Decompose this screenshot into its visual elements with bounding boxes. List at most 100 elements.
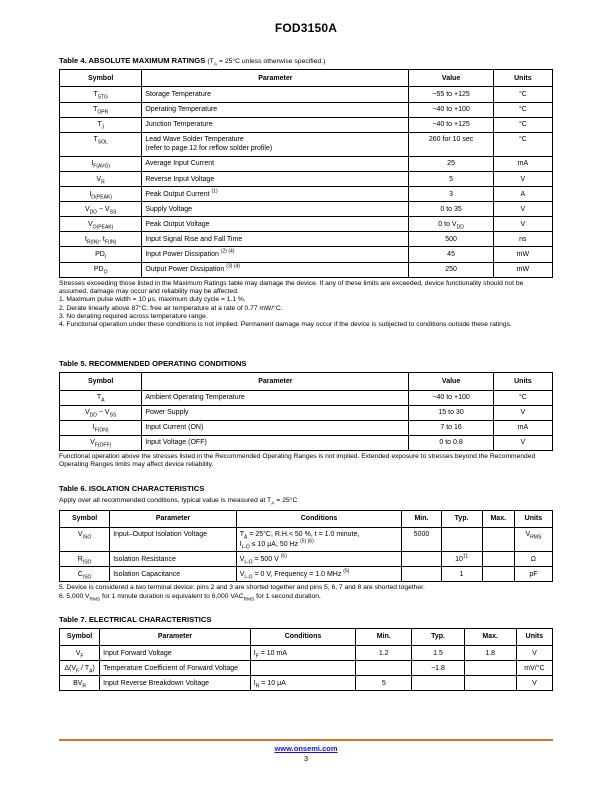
cell-value: 7 to 16 bbox=[408, 419, 494, 436]
cell-symbol: IO(PEAK) bbox=[58, 186, 143, 203]
cell-min: 1.2 bbox=[355, 645, 413, 662]
cell-value: 250 bbox=[408, 261, 494, 278]
column-header-min: Min. bbox=[355, 627, 413, 647]
table6-caption: Table 6. ISOLATION CHARACTERISTICS bbox=[59, 483, 205, 493]
cell-parameter: Output Power Dissipation (3) (4) bbox=[141, 261, 410, 278]
cell-units: °C bbox=[492, 389, 554, 406]
table4-caption-condition: (TA = 25°C unless otherwise specified.) bbox=[207, 58, 326, 68]
cell-symbol: PDO bbox=[58, 261, 143, 278]
table4-absolute-maximum-ratings: Symbol Parameter Value Units TSTG Storage… bbox=[58, 69, 554, 278]
column-header-conditions: Conditions bbox=[235, 509, 403, 528]
cell-units: pF bbox=[513, 566, 554, 583]
cell-parameter: Input Signal Rise and Fall Time bbox=[141, 231, 410, 248]
cell-parameter: Junction Temperature bbox=[141, 116, 410, 133]
cell-conditions bbox=[249, 660, 357, 677]
section-electrical-characteristics: Table 7. ELECTRICAL CHARACTERISTICS Symb… bbox=[58, 615, 554, 692]
table-row: TSOL Lead Wave Solder Temperature (refer t… bbox=[58, 131, 554, 157]
table-row: TOPR Operating Temperature −40 to +100 °C bbox=[58, 101, 554, 118]
cell-symbol: VO(PEAK) bbox=[58, 216, 143, 233]
cell-max bbox=[481, 566, 515, 583]
cell-symbol: BVR bbox=[58, 675, 101, 692]
cell-max bbox=[481, 551, 515, 568]
column-header-parameter: Parameter bbox=[99, 627, 251, 647]
footnote-4: 4. Functional operation under these cond… bbox=[59, 321, 512, 329]
table-row: BVR Input Reverse Breakdown Voltage IR = 1… bbox=[58, 675, 554, 692]
table-row: VF(OFF) Input Voltage (OFF) 0 to 0.8 V bbox=[58, 434, 554, 451]
table-row: VO(PEAK) Peak Output Voltage 0 to VDD V bbox=[58, 216, 554, 233]
cell-units: V bbox=[492, 216, 554, 233]
cell-value: 0 to VDD bbox=[408, 216, 494, 233]
column-header-conditions: Conditions bbox=[249, 627, 357, 647]
cell-max: 1.8 bbox=[463, 645, 517, 662]
cell-value: −40 to +125 bbox=[408, 116, 494, 133]
cell-symbol: IF(AVG) bbox=[58, 155, 143, 173]
cell-units: V bbox=[515, 675, 554, 692]
cell-max bbox=[481, 526, 515, 553]
cell-units: Ω bbox=[513, 551, 554, 568]
cell-value: −40 to +100 bbox=[408, 389, 494, 406]
cell-symbol: CISO bbox=[58, 566, 111, 583]
column-header-typ: Typ. bbox=[411, 627, 465, 647]
table-row: RISO Isolation Resistance VI–O = 500 V (5)… bbox=[58, 551, 554, 568]
footnote-1: 1. Maximum pulse width = 10 μs, maximum … bbox=[59, 296, 246, 304]
cell-typ: −1.8 bbox=[411, 660, 465, 677]
cell-symbol: TOPR bbox=[58, 101, 143, 118]
section-isolation-characteristics: Table 6. ISOLATION CHARACTERISTICS Apply… bbox=[58, 483, 554, 602]
column-header-symbol: Symbol bbox=[58, 509, 111, 528]
cell-conditions: IR = 10 μA bbox=[249, 675, 357, 692]
cell-parameter: Average Input Current bbox=[141, 155, 410, 173]
cell-symbol: IF(ON) bbox=[58, 419, 143, 436]
cell-units: V bbox=[492, 434, 554, 451]
cell-units: °C bbox=[492, 116, 554, 133]
cell-units: ns bbox=[492, 231, 554, 248]
table-row: TSTG Storage Temperature −55 to +125 °C bbox=[58, 86, 554, 103]
table-row: VR Reverse Input Voltage 5 V bbox=[58, 171, 554, 188]
page-content: Table 4. ABSOLUTE MAXIMUM RATINGS (TA = … bbox=[58, 56, 554, 692]
footnote-3: 3. No derating required across temperatu… bbox=[59, 312, 208, 320]
section-recommended-operating-conditions: Table 5. RECOMMENDED OPERATING CONDITION… bbox=[58, 359, 554, 469]
cell-conditions: VI–O = 500 V (5) bbox=[235, 551, 403, 568]
cell-units: V bbox=[515, 645, 554, 662]
cell-min bbox=[355, 660, 413, 677]
column-header-value: Value bbox=[408, 372, 494, 391]
cell-parameter: Input–Output Isolation Voltage bbox=[109, 526, 237, 553]
cell-units: V bbox=[492, 404, 554, 421]
table7-electrical-characteristics: Symbol Parameter Conditions Min. Typ. Ma… bbox=[58, 627, 554, 692]
cell-symbol: TSTG bbox=[58, 86, 143, 103]
cell-parameter: Peak Output Current (1) bbox=[141, 186, 410, 203]
table-row: IF(ON) Input Current (ON) 7 to 16 mA bbox=[58, 419, 554, 436]
cell-symbol: TJ bbox=[58, 116, 143, 133]
cell-parameter: Temperature Coefficient of Forward Volta… bbox=[99, 660, 251, 677]
table-row: VF Input Forward Voltage IF = 10 mA 1.2 1.5 1… bbox=[58, 645, 554, 662]
table5-header-row: Symbol Parameter Value Units bbox=[58, 372, 554, 391]
column-header-symbol: Symbol bbox=[58, 627, 101, 647]
cell-units: mW bbox=[492, 246, 554, 263]
cell-symbol: PDI bbox=[58, 246, 143, 263]
column-header-min: Min. bbox=[401, 509, 442, 528]
cell-value: −40 to +100 bbox=[408, 101, 494, 118]
column-header-symbol: Symbol bbox=[58, 372, 143, 391]
table-row: PDO Output Power Dissipation (3) (4) 250 mW bbox=[58, 261, 554, 278]
cell-parameter: Input Reverse Breakdown Voltage bbox=[99, 675, 251, 692]
cell-parameter: Isolation Resistance bbox=[109, 551, 237, 568]
cell-value: 0 to 0.8 bbox=[408, 434, 494, 451]
table-row: CISO Isolation Capacitance VI–O = 0 V, Fre… bbox=[58, 566, 554, 583]
cell-value: 45 bbox=[408, 246, 494, 263]
cell-typ: 1011 bbox=[440, 551, 483, 568]
cell-value: 500 bbox=[408, 231, 494, 248]
footnote-5: 5. Device is considered a two terminal d… bbox=[59, 584, 425, 592]
cell-symbol: VF bbox=[58, 645, 101, 662]
cell-typ bbox=[411, 675, 465, 692]
table-row: VDD − VSS Power Supply 15 to 30 V bbox=[58, 404, 554, 421]
column-header-max: Max. bbox=[481, 509, 515, 528]
table-row: IF(AVG) Average Input Current 25 mA bbox=[58, 155, 554, 173]
cell-parameter: Input Voltage (OFF) bbox=[141, 434, 410, 451]
table6-subtitle: Apply over all recommended conditions, t… bbox=[59, 496, 298, 506]
cell-units: V bbox=[492, 201, 554, 218]
cell-parameter: Operating Temperature bbox=[141, 101, 410, 118]
column-header-parameter: Parameter bbox=[109, 509, 237, 528]
onsemi-website-link[interactable]: www.onsemi.com bbox=[274, 744, 338, 753]
cell-parameter: Power Supply bbox=[141, 404, 410, 421]
cell-units: mA bbox=[492, 155, 554, 173]
table4-caption-title: Table 4. ABSOLUTE MAXIMUM RATINGS bbox=[59, 56, 206, 65]
